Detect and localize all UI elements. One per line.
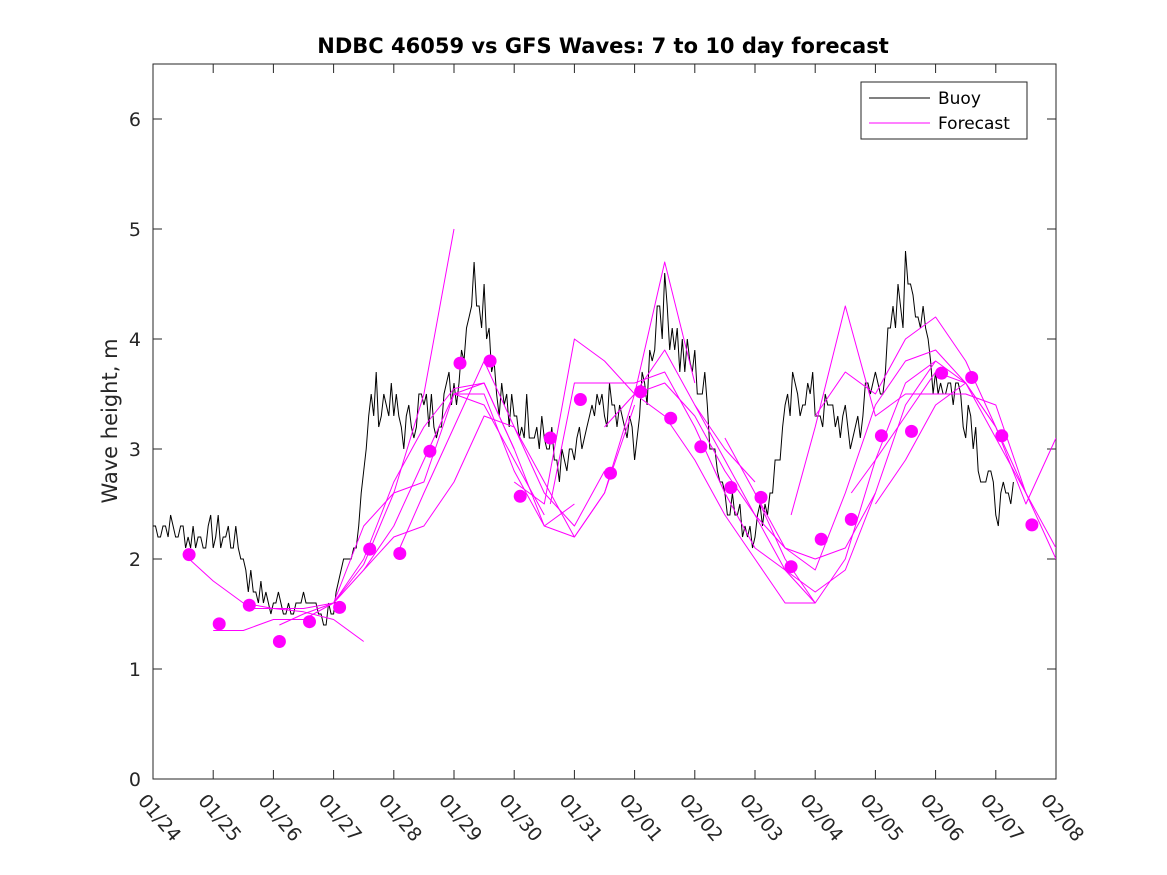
y-tick-label: 4 bbox=[129, 329, 141, 351]
legend-label-forecast: Forecast bbox=[938, 114, 1010, 134]
y-tick-label: 1 bbox=[129, 659, 141, 681]
forecast-point bbox=[995, 429, 1009, 443]
forecast-point bbox=[935, 366, 949, 380]
forecast-markers bbox=[182, 354, 1039, 648]
buoy-line bbox=[153, 250, 1014, 626]
forecast-point bbox=[754, 490, 768, 504]
forecast-point bbox=[212, 617, 226, 631]
axis-ticks bbox=[152, 64, 1057, 780]
y-tick-label: 3 bbox=[129, 439, 141, 461]
forecast-run-line bbox=[249, 382, 515, 609]
forecast-point bbox=[573, 393, 587, 406]
buoy-series bbox=[153, 250, 1014, 626]
y-axis-label: Wave height, m bbox=[98, 338, 122, 503]
forecast-point bbox=[483, 354, 497, 368]
forecast-point bbox=[272, 635, 286, 648]
forecast-run-line bbox=[790, 305, 1027, 516]
forecast-point bbox=[844, 512, 858, 526]
forecast-run-line bbox=[694, 360, 937, 593]
forecast-point bbox=[634, 385, 648, 399]
legend: Buoy Forecast bbox=[860, 81, 1028, 140]
chart-title: NDBC 46059 vs GFS Waves: 7 to 10 day for… bbox=[317, 34, 888, 58]
forecast-point bbox=[724, 481, 738, 494]
forecast-run-line bbox=[363, 415, 605, 571]
forecast-run-line bbox=[874, 382, 1056, 505]
y-tick-label: 6 bbox=[129, 109, 141, 131]
forecast-point bbox=[664, 411, 678, 425]
forecast-run-line bbox=[453, 261, 696, 538]
forecast-point bbox=[453, 356, 467, 370]
forecast-point bbox=[604, 466, 617, 480]
forecast-point bbox=[513, 489, 527, 503]
forecast-point bbox=[814, 532, 828, 546]
forecast-point bbox=[363, 542, 377, 556]
plot-area bbox=[152, 63, 1057, 780]
forecast-run-line bbox=[724, 360, 966, 604]
forecast-point bbox=[543, 431, 557, 445]
legend-box bbox=[860, 81, 1028, 140]
y-tick-label: 5 bbox=[129, 219, 141, 241]
forecast-run-line bbox=[814, 316, 1056, 549]
forecast-point bbox=[905, 424, 918, 438]
forecast-point bbox=[423, 444, 437, 458]
forecast-point bbox=[242, 598, 256, 612]
forecast-run-line bbox=[754, 349, 997, 571]
forecast-point bbox=[965, 371, 979, 384]
legend-label-buoy: Buoy bbox=[938, 89, 981, 109]
forecast-point bbox=[303, 615, 316, 629]
forecast-point bbox=[393, 547, 407, 560]
forecast-point bbox=[874, 429, 888, 443]
forecast-point bbox=[694, 440, 708, 454]
y-tick-label: 0 bbox=[129, 769, 141, 791]
forecast-point bbox=[333, 600, 347, 614]
forecast-point bbox=[1025, 518, 1039, 532]
forecast-point bbox=[784, 560, 798, 574]
y-tick-labels: 0 1 2 3 4 5 6 bbox=[129, 109, 141, 791]
forecast-point bbox=[182, 548, 196, 562]
forecast-run-line bbox=[850, 371, 1056, 560]
y-tick-label: 2 bbox=[129, 549, 141, 571]
